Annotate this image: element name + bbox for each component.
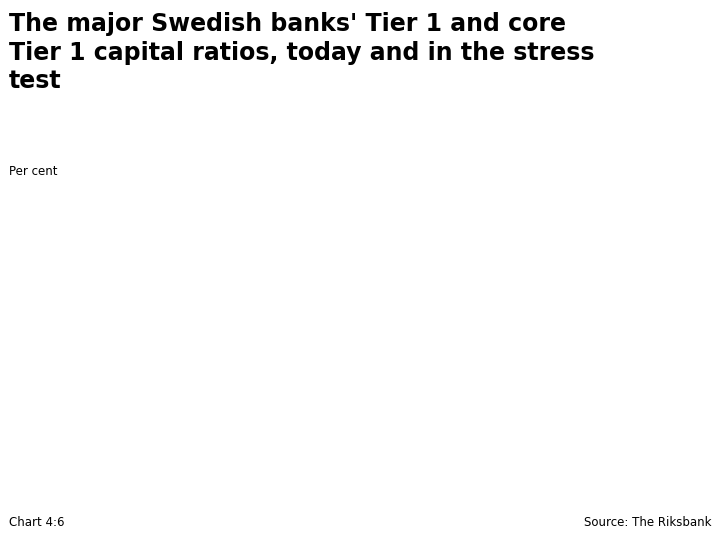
Text: * * * *: * * * *	[656, 10, 670, 15]
Text: Source: The Riksbank: Source: The Riksbank	[584, 516, 711, 529]
Text: Per cent: Per cent	[9, 165, 57, 178]
Text: Chart 4:6: Chart 4:6	[9, 516, 64, 529]
Text: The major Swedish banks' Tier 1 and core
Tier 1 capital ratios, today and in the: The major Swedish banks' Tier 1 and core…	[9, 12, 594, 93]
Text: SVERIGES
RIKSBANK: SVERIGES RIKSBANK	[643, 71, 683, 83]
